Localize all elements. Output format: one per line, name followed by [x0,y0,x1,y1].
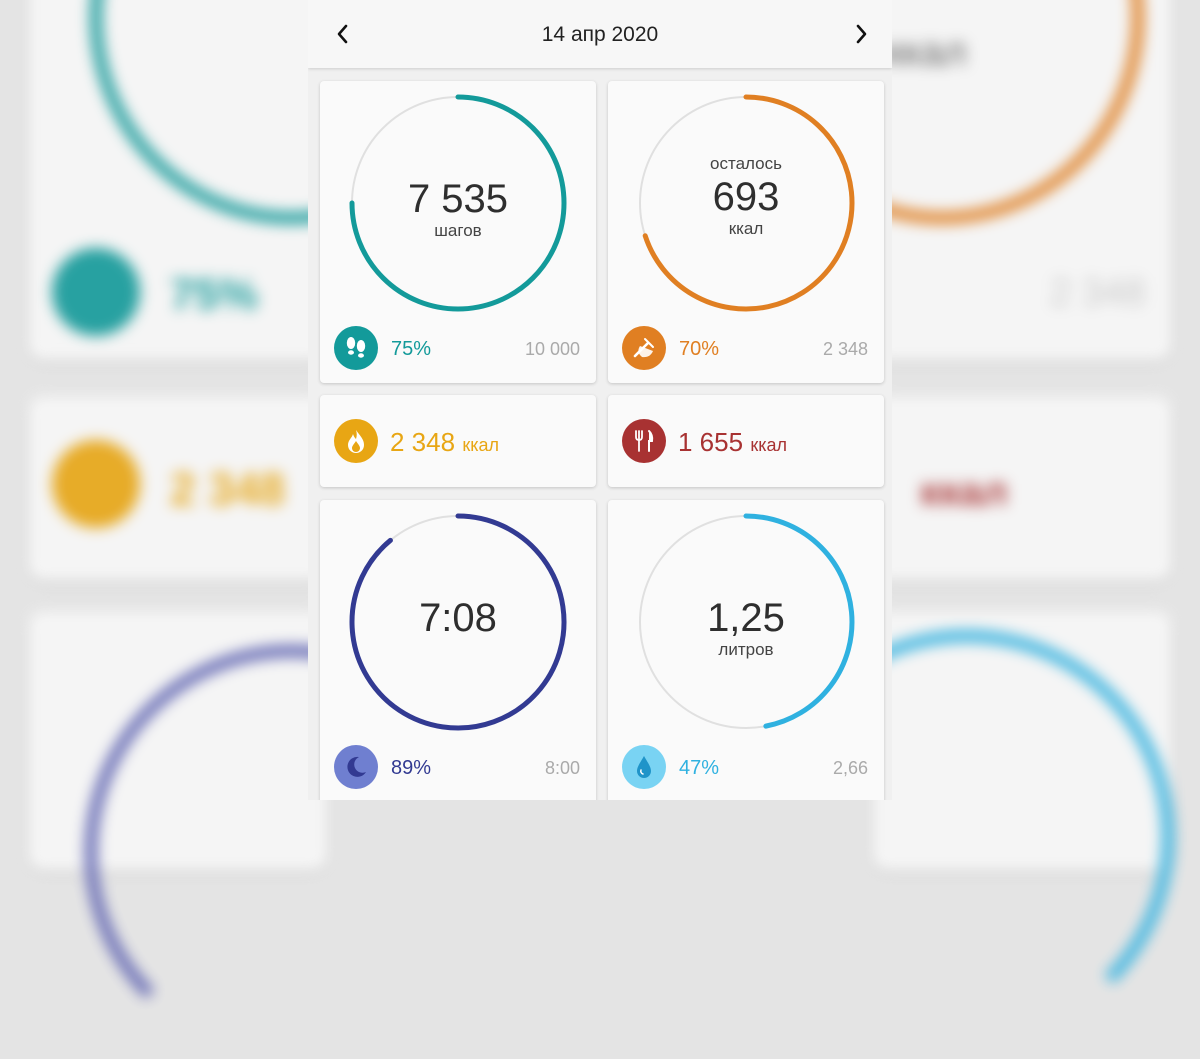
bg-calories-goal: 2 348 [1050,272,1146,314]
bg-eaten-unit: ккал [920,470,1008,514]
flame-icon [334,419,378,463]
calories-left-value: 693 [712,175,780,219]
calories-left-unit: ккал [728,219,764,238]
food-icon [622,326,666,370]
eaten-unit: ккал [750,435,787,455]
burned-calories-value: 2 348 ккал [390,427,499,460]
app-screen: 14 апр 2020 7 535 шагов 75% 10 000 [308,0,892,800]
chevron-right-icon [856,24,867,44]
bg-flame-icon [52,440,140,528]
steps-unit: шагов [434,221,482,240]
bg-steps-percent: 75% [170,270,259,319]
water-amount: 1,25 [707,596,785,640]
sleep-goal: 8:00 [544,758,580,778]
bg-burned-value: 2 348 [170,463,286,515]
eaten-calories-value: 1 655 ккал [678,427,787,460]
steps-percent: 75% [391,338,432,360]
eaten-calories-card[interactable]: 1 655 ккал [608,395,884,487]
sleep-ring [349,513,567,731]
moon-icon [334,745,378,789]
water-percent: 47% [679,757,720,779]
chevron-left-icon [337,24,348,44]
burned-unit: ккал [462,435,499,455]
water-ring [639,513,855,729]
steps-progress-arc [349,94,567,312]
sleep-duration: 7:08 [419,596,497,640]
sleep-card[interactable]: 7:08 89% 8:00 [320,500,596,800]
calories-goal: 2 348 [822,339,868,359]
water-drop-icon [622,745,666,789]
bg-card-eaten [872,395,1172,580]
current-date[interactable]: 14 апр 2020 [541,23,659,46]
sleep-percent: 89% [391,757,432,779]
steps-card[interactable]: 7 535 шагов 75% 10 000 [320,81,596,383]
water-progress-arc [743,513,855,729]
fork-knife-icon [622,419,666,463]
water-card[interactable]: 1,25 литров 47% 2,66 [608,500,884,800]
calories-left-label: осталось [710,154,782,173]
bg-calories-left-label: ккал [885,30,967,74]
next-day-button[interactable] [846,19,876,49]
eaten-value: 1 655 [678,427,744,457]
steps-ring [349,94,567,312]
burned-calories-card[interactable]: 2 348 ккал [320,395,596,487]
bg-steps-icon [52,248,140,336]
water-unit: литров [718,640,774,659]
burned-value: 2 348 [390,427,456,457]
date-header: 14 апр 2020 [308,0,892,68]
steps-goal: 10 000 [524,339,580,359]
previous-day-button[interactable] [328,19,358,49]
calories-progress-arc [642,94,855,312]
calories-percent: 70% [679,338,720,360]
calories-left-card[interactable]: осталось 693 ккал 70% 2 348 [608,81,884,383]
steps-count: 7 535 [407,177,509,221]
calories-ring [639,94,855,312]
sleep-progress-arc [349,513,567,731]
footprints-icon [334,326,378,370]
water-goal: 2,66 [832,758,868,778]
